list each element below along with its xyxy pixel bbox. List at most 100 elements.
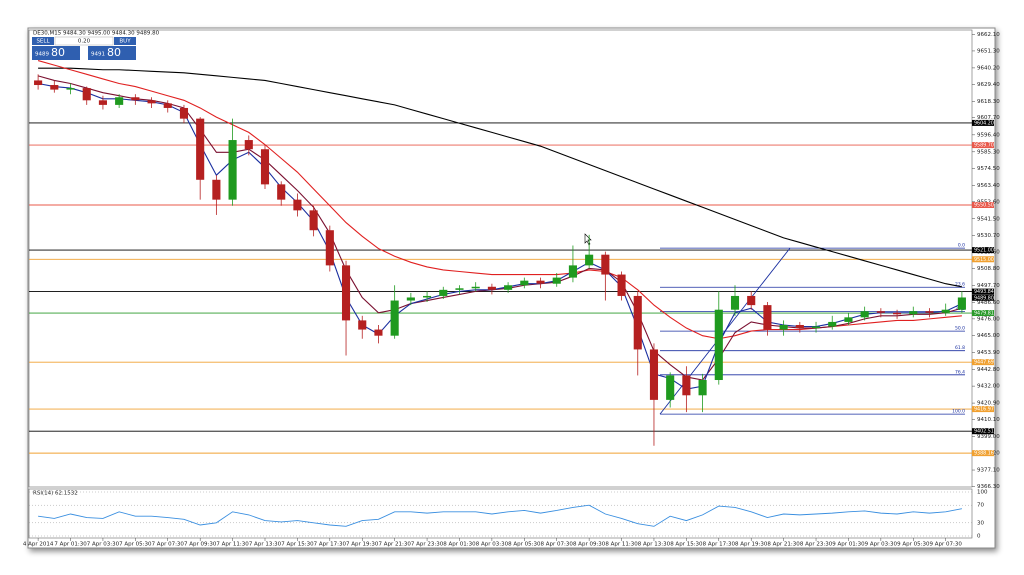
x-tick-label: 8 Apr 17:30 bbox=[703, 542, 736, 548]
x-tick-label: 9 Apr 05:30 bbox=[897, 542, 930, 548]
candle-body bbox=[698, 380, 707, 396]
buy-price-pips: 80 bbox=[107, 46, 121, 59]
fib-label: 100.0 bbox=[952, 409, 965, 415]
price-tag-label: 9589.70 bbox=[974, 143, 994, 149]
candle-body bbox=[730, 295, 740, 310]
x-tick-label: 8 Apr 11:30 bbox=[605, 542, 638, 548]
x-tick-label: 7 Apr 19:30 bbox=[346, 542, 379, 548]
moving-average bbox=[38, 82, 963, 390]
price-tag bbox=[972, 359, 994, 366]
y-tick-label: 9442.80 bbox=[977, 367, 1000, 373]
current-price-label: 9489.80 bbox=[974, 295, 994, 301]
rsi-pane bbox=[28, 488, 973, 539]
rsi-tick-label: 100 bbox=[977, 490, 988, 496]
y-tick-label: 9476.00 bbox=[977, 316, 1000, 322]
candle-body bbox=[747, 295, 756, 306]
x-tick-label: 9 Apr 03:30 bbox=[865, 542, 898, 548]
price-tag-label: 9604.20 bbox=[974, 120, 994, 126]
candle-body bbox=[828, 321, 837, 327]
x-tick-label: 7 Apr 17:30 bbox=[314, 542, 347, 548]
fib-label: 0.0 bbox=[958, 243, 965, 249]
price-tag bbox=[972, 256, 994, 263]
x-tick-label: 7 Apr 13:30 bbox=[249, 542, 282, 548]
candle-body bbox=[439, 289, 448, 296]
x-tick-label: 8 Apr 03:30 bbox=[476, 542, 509, 548]
price-tag-label: 9447.69 bbox=[974, 360, 994, 366]
candle-body bbox=[455, 288, 464, 290]
candle-body bbox=[504, 285, 513, 290]
candle-body bbox=[471, 286, 480, 289]
candle-body bbox=[179, 107, 189, 119]
rsi-tick-label: 70 bbox=[977, 503, 984, 509]
candle-body bbox=[374, 329, 383, 336]
x-tick-label: 8 Apr 09:30 bbox=[573, 542, 606, 548]
sell-price-box[interactable] bbox=[32, 46, 80, 60]
y-tick-label: 9497.70 bbox=[977, 283, 1000, 289]
candle-body bbox=[390, 300, 399, 336]
candle-body bbox=[957, 297, 966, 310]
buy-price-box[interactable] bbox=[88, 46, 136, 60]
sell-button[interactable] bbox=[32, 37, 54, 45]
candle-body bbox=[536, 280, 545, 284]
candle-body bbox=[585, 254, 594, 266]
candle-body bbox=[552, 277, 561, 284]
candle-body bbox=[487, 286, 496, 290]
price-tag bbox=[972, 310, 994, 317]
price-tag-label: 9479.81 bbox=[974, 311, 994, 317]
price-tag-label: 9388.16 bbox=[974, 451, 994, 457]
x-tick-label: 7 Apr 11:30 bbox=[216, 542, 249, 548]
candle-body bbox=[147, 100, 156, 104]
candle-body bbox=[277, 184, 286, 200]
lot-input[interactable] bbox=[54, 36, 114, 46]
y-tick-label: 9410.10 bbox=[977, 417, 1000, 423]
y-tick-label: 9651.30 bbox=[977, 48, 1000, 54]
fib-label: 61.8 bbox=[955, 345, 965, 351]
candle-body bbox=[196, 118, 205, 180]
x-tick-label: 7 Apr 15:30 bbox=[281, 542, 314, 548]
x-tick-label: 7 Apr 21:30 bbox=[378, 542, 411, 548]
y-tick-label: 9618.30 bbox=[977, 99, 1000, 105]
x-tick-label: 7 Apr 03:30 bbox=[87, 542, 120, 548]
candle-body bbox=[228, 140, 237, 200]
y-tick-label: 9629.40 bbox=[977, 82, 1000, 88]
y-tick-label: 9530.70 bbox=[977, 233, 1000, 239]
candle-body bbox=[131, 97, 140, 101]
candle-body bbox=[909, 311, 918, 315]
price-tag bbox=[972, 142, 994, 149]
candle-body bbox=[633, 295, 642, 350]
candle-body bbox=[293, 199, 302, 211]
candle-body bbox=[682, 375, 691, 396]
lot-value: 0.20 bbox=[78, 39, 91, 45]
x-tick-label: 9 Apr 01:30 bbox=[832, 542, 865, 548]
rsi-tick-label: 30 bbox=[977, 520, 984, 526]
sell-label: SELL bbox=[36, 39, 50, 45]
moving-average bbox=[37, 75, 963, 381]
x-tick-label: 8 Apr 19:30 bbox=[735, 542, 768, 548]
candle-body bbox=[666, 375, 675, 400]
candle-body bbox=[406, 297, 415, 301]
candle-body bbox=[423, 295, 432, 298]
candle-body bbox=[325, 230, 334, 266]
price-tag-label: 9515.00 bbox=[974, 257, 994, 263]
buy-button[interactable] bbox=[114, 37, 136, 45]
rsi-tick-label: 0 bbox=[977, 534, 981, 540]
y-tick-label: 9453.90 bbox=[977, 350, 1000, 356]
candle-body bbox=[98, 100, 107, 105]
candle-body bbox=[309, 210, 318, 231]
candle-body bbox=[795, 324, 804, 329]
y-tick-label: 9366.30 bbox=[977, 484, 1000, 490]
candle-body bbox=[617, 274, 626, 296]
x-tick-label: 4 Apr 2014 bbox=[23, 542, 54, 548]
fib-label: 50.0 bbox=[955, 326, 965, 332]
candle-body bbox=[568, 265, 577, 278]
y-tick-label: 9377.10 bbox=[977, 468, 1000, 474]
candle-body bbox=[893, 312, 902, 315]
y-tick-label: 9596.40 bbox=[977, 132, 1000, 138]
y-tick-label: 9420.90 bbox=[977, 401, 1000, 407]
candle-body bbox=[941, 309, 950, 313]
candle-body bbox=[163, 103, 172, 108]
y-tick-label: 9640.20 bbox=[977, 65, 1000, 71]
candle-body bbox=[66, 88, 75, 90]
y-tick-label: 9585.30 bbox=[977, 149, 1000, 155]
x-tick-label: 9 Apr 07:30 bbox=[930, 542, 963, 548]
